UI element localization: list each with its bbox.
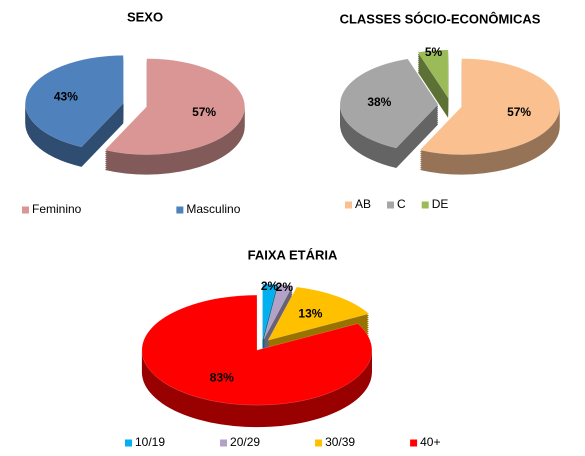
data-label: 13% [298, 306, 322, 320]
chart-title: CLASSES SÓCIO-ECONÔMICAS [340, 11, 541, 26]
legend-label: 20/29 [230, 435, 260, 449]
slice-side [263, 290, 293, 346]
slice [104, 58, 245, 155]
legend-swatch [176, 206, 184, 214]
legend-swatch [410, 439, 418, 447]
slice [267, 286, 370, 341]
data-label: 5% [425, 45, 443, 59]
legend-label: 10/19 [135, 435, 165, 449]
legend-label: 40+ [420, 435, 440, 449]
slice [417, 49, 449, 99]
chart-title: SEXO [127, 9, 163, 24]
data-label: 57% [192, 105, 216, 119]
slice-side [263, 288, 293, 344]
slice-side [263, 292, 293, 348]
legend-label: DE [432, 197, 449, 211]
legend-label: AB [355, 197, 371, 211]
legend-label: Feminino [32, 202, 82, 216]
legend-label: C [397, 197, 406, 211]
slice [419, 58, 560, 155]
chart-title: FAIXA ETÁRIA [248, 247, 338, 262]
legend-swatch [220, 439, 228, 447]
slice-side [263, 286, 293, 342]
slice [141, 294, 373, 406]
legend-swatch [387, 201, 395, 209]
slice [263, 284, 293, 340]
data-label: 43% [54, 89, 78, 103]
data-label: 38% [367, 95, 391, 109]
legend-label: Masculino [186, 202, 240, 216]
legend-swatch [125, 439, 132, 447]
data-label: 2% [261, 279, 279, 293]
legend-swatch [421, 201, 429, 209]
legend-label: 30/39 [325, 435, 355, 449]
slice [25, 55, 124, 148]
data-label: 2% [276, 280, 294, 294]
data-label: 57% [507, 105, 531, 119]
legend-swatch [315, 439, 323, 447]
legend-swatch [345, 201, 352, 209]
data-label: 83% [210, 371, 234, 385]
slice [339, 58, 439, 149]
slice [262, 283, 278, 340]
legend-swatch [22, 206, 29, 214]
